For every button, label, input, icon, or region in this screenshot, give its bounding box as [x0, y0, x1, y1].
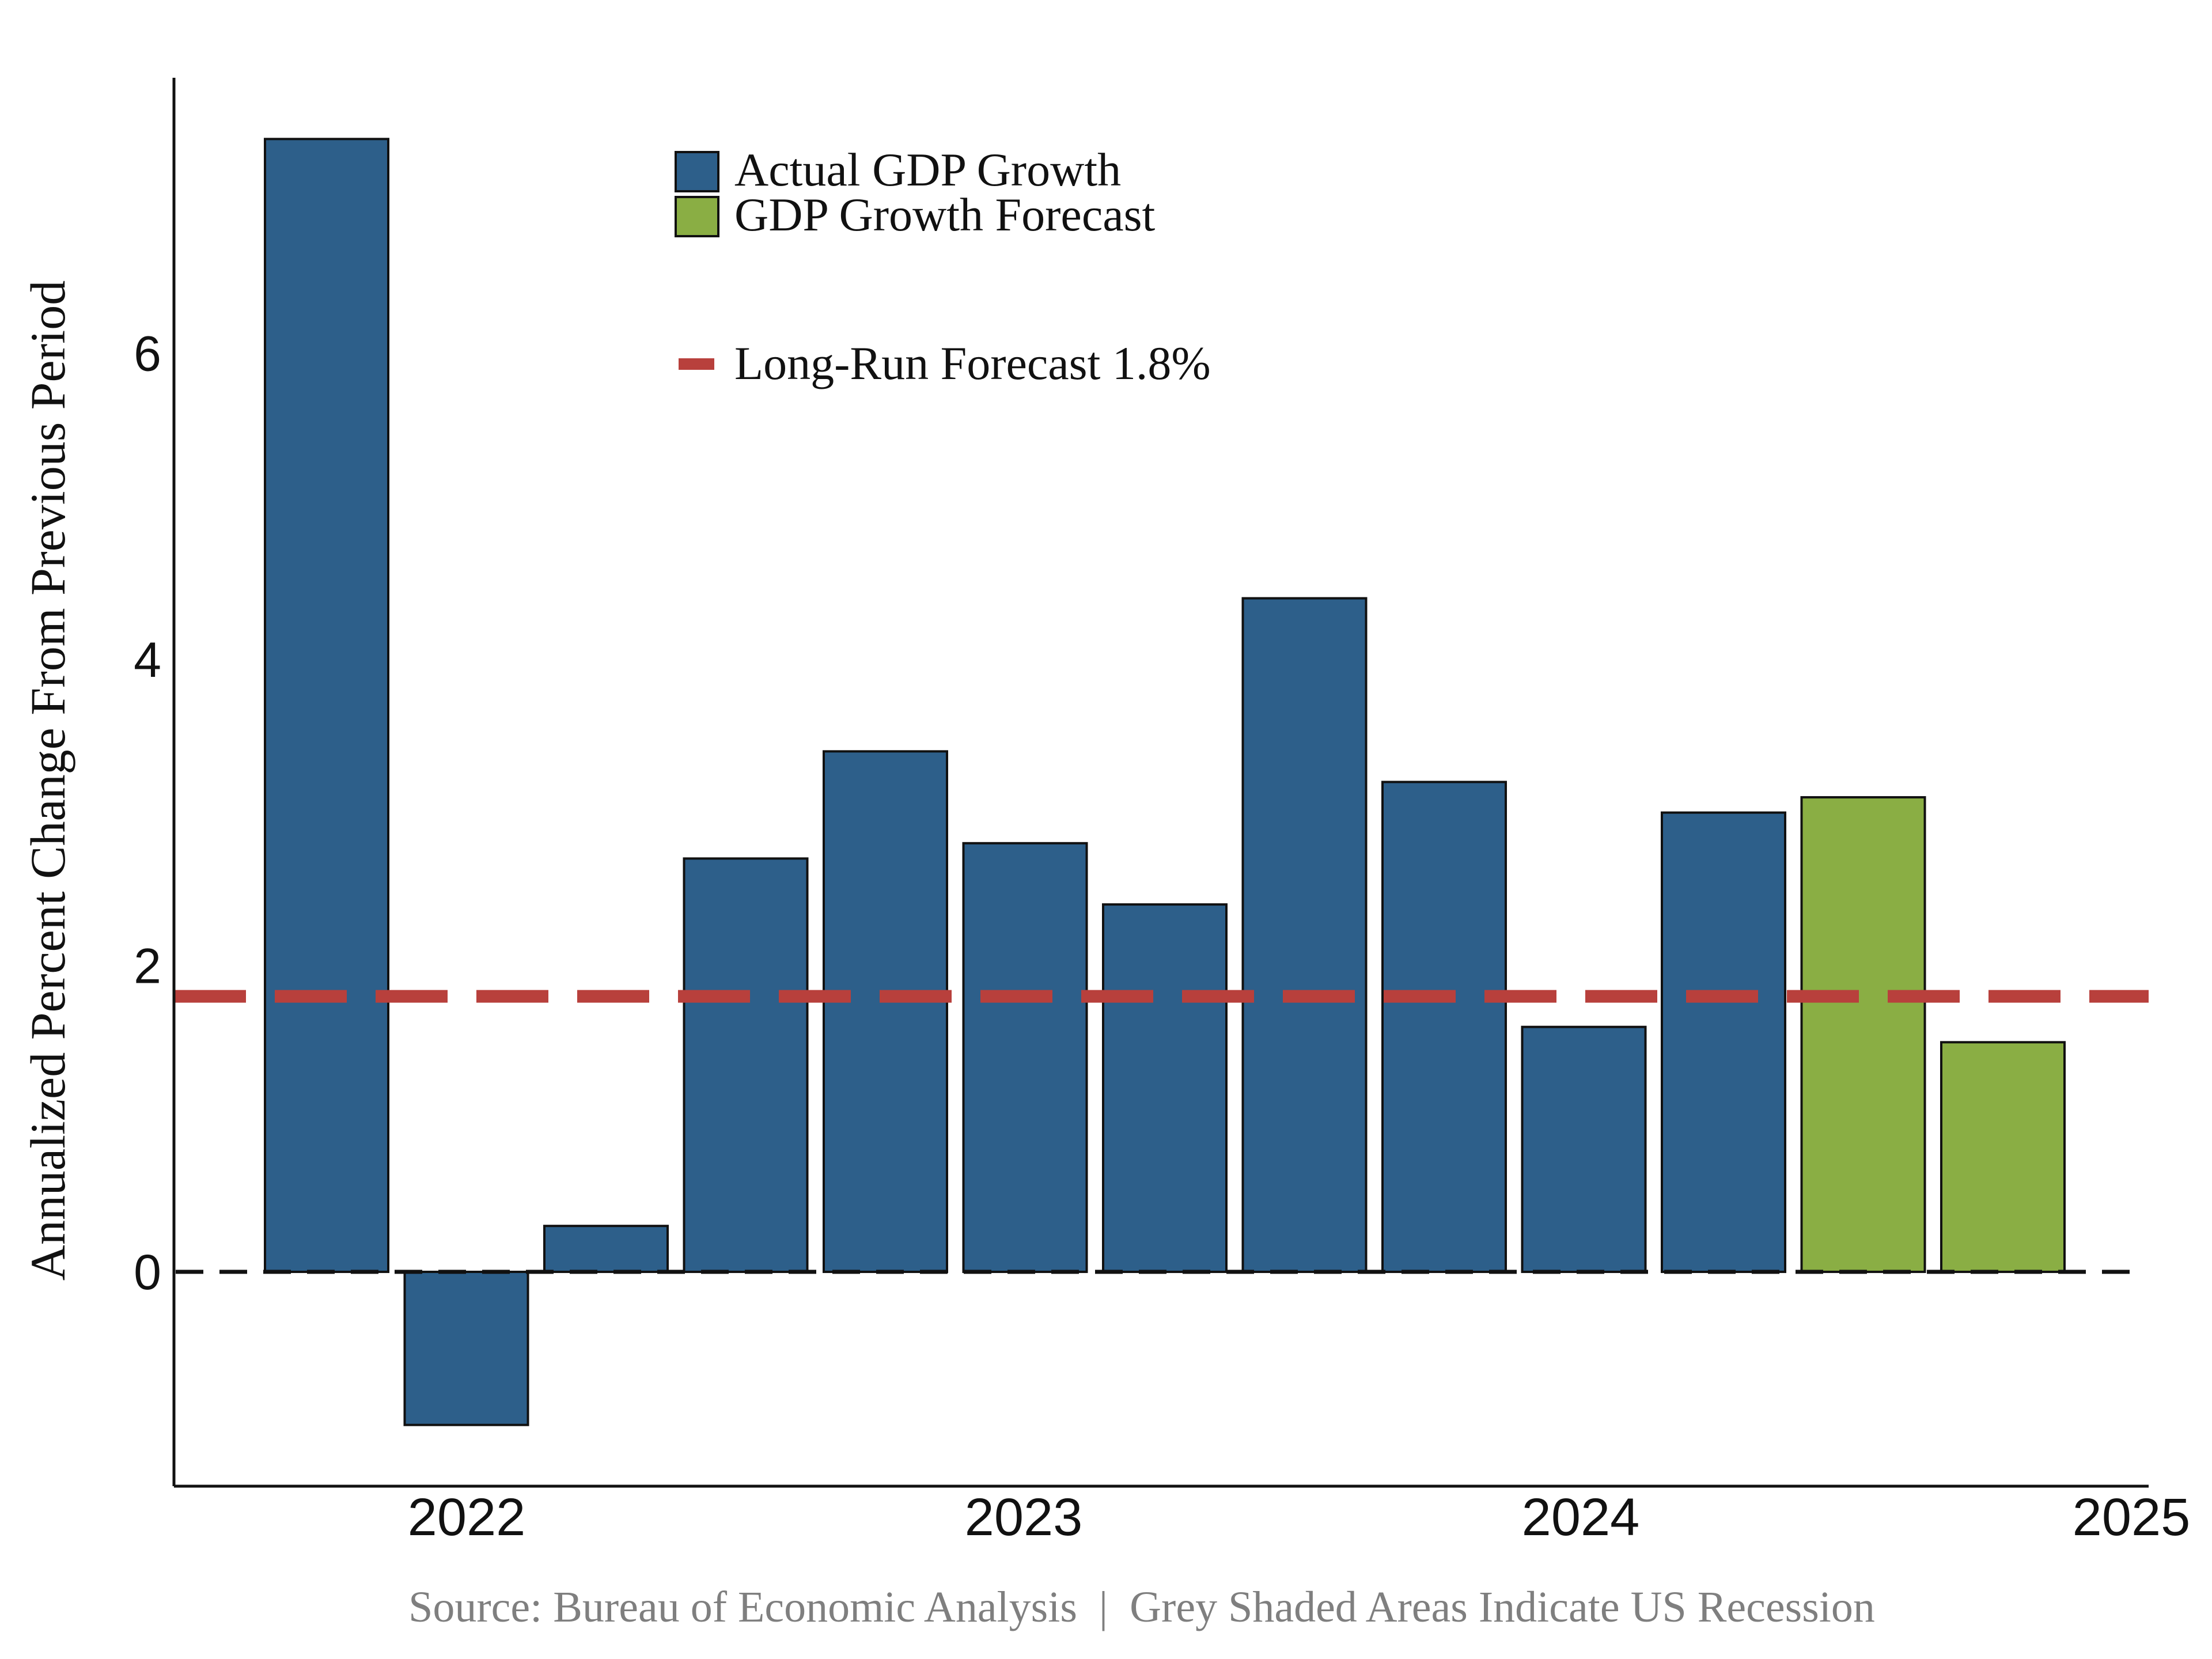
- legend-label-long-run: Long-Run Forecast 1.8%: [734, 337, 1211, 389]
- bar-actual-1: [264, 138, 389, 1273]
- bar-actual-9: [1381, 781, 1507, 1273]
- legend-label-forecast: GDP Growth Forecast: [734, 188, 1156, 241]
- bar-actual-6: [962, 842, 1088, 1273]
- x-tick-label-2025: 2025: [2073, 1488, 2191, 1547]
- y-tick-label-0: 0: [134, 1245, 161, 1300]
- y-tick-label-4: 4: [134, 632, 161, 688]
- bar-actual-8: [1241, 597, 1368, 1273]
- bar-actual-4: [683, 857, 809, 1273]
- axes-group: [172, 78, 2149, 1488]
- ticks-group: 0 2 4 6 2022 2023 2024 2025: [134, 326, 2190, 1547]
- bar-forecast-12: [1800, 796, 1926, 1273]
- bar-actual-3: [543, 1225, 669, 1273]
- bar-actual-11: [1661, 811, 1786, 1273]
- y-tick-label-6: 6: [134, 326, 161, 381]
- legend-swatch-actual: [675, 151, 719, 192]
- bars-group: [264, 138, 2066, 1426]
- bar-forecast-13: [1940, 1041, 2066, 1273]
- reference-lines-group: [174, 990, 2149, 1274]
- y-tick-label-2: 2: [134, 938, 161, 994]
- legend-label-actual: Actual GDP Growth: [734, 143, 1121, 196]
- bar-actual-2: [403, 1270, 529, 1426]
- bar-actual-7: [1102, 903, 1228, 1273]
- y-axis-label: Annualized Percent Change From Previous …: [20, 281, 75, 1281]
- x-tick-label-2024: 2024: [1522, 1488, 1640, 1547]
- bar-actual-10: [1521, 1025, 1647, 1273]
- legend-swatch-forecast: [675, 196, 719, 237]
- legend: Actual GDP Growth GDP Growth Forecast Lo…: [675, 143, 1211, 389]
- x-tick-label-2022: 2022: [408, 1488, 526, 1547]
- bar-actual-5: [823, 750, 948, 1273]
- x-tick-label-2023: 2023: [965, 1488, 1083, 1547]
- source-note: Source: Bureau of Economic Analysis | Gr…: [408, 1583, 1875, 1631]
